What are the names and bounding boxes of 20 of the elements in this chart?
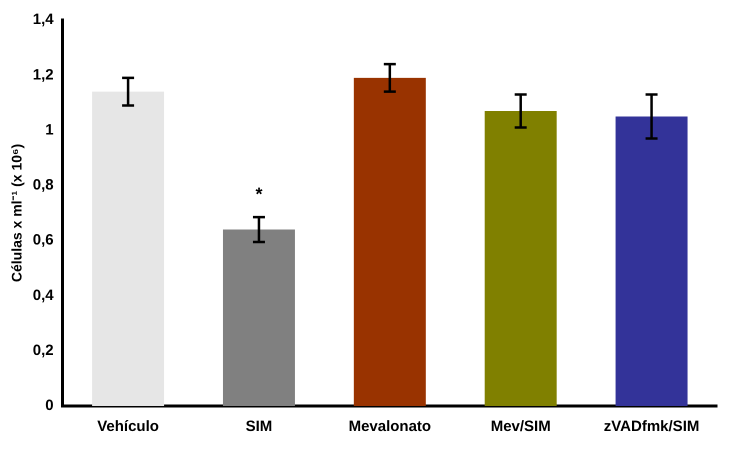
- x-tick-label: Vehículo: [97, 418, 159, 436]
- y-tick-label: 1: [45, 121, 54, 138]
- x-tick-label: Mevalonato: [348, 418, 432, 436]
- y-tick-label: 1,2: [32, 66, 54, 84]
- x-tick-label: SIM: [246, 418, 272, 436]
- y-axis-title: Células x ml⁻¹ (x 10⁶): [8, 144, 24, 282]
- y-tick-label: 0,2: [32, 342, 54, 359]
- y-tick-label: 0,4: [32, 286, 54, 304]
- y-tick-label: 1,4: [32, 11, 54, 28]
- data-label: *: [255, 184, 262, 204]
- x-tick-label: zVADfmk/SIM: [604, 418, 700, 436]
- y-tick-label: 0,6: [32, 232, 54, 249]
- bar: [354, 78, 426, 406]
- bar: [616, 116, 688, 406]
- bar: [92, 92, 164, 406]
- y-tick-label: 0: [45, 397, 54, 414]
- bar: [484, 110, 557, 406]
- x-tick-label: Mev/SIM: [490, 418, 551, 436]
- bar: [222, 230, 295, 406]
- y-tick-label: 0,8: [32, 176, 54, 194]
